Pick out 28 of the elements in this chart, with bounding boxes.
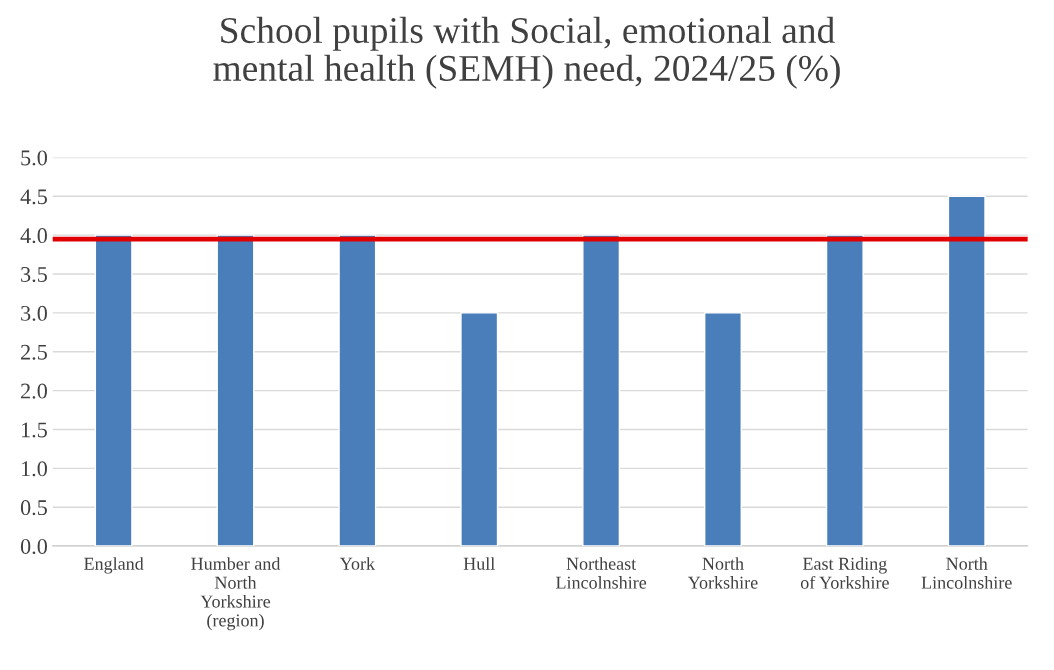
y-tick-label: 4.5 (20, 189, 47, 205)
y-tick-label: 0.5 (20, 500, 47, 516)
x-tick-label: Northeast Lincolnshire (556, 557, 647, 589)
y-tick-label: 4.0 (20, 228, 47, 244)
x-tick-label: Humber and North Yorkshire (region) (191, 557, 281, 631)
bar (704, 312, 742, 547)
x-tick-label: England (84, 557, 144, 574)
chart-title: School pupils with Social, emotional and mental health (SEMH) need, 2024/25 (%) (213, 16, 840, 89)
bar (947, 195, 986, 547)
y-tick-label: 3.0 (21, 305, 47, 321)
x-tick-label: North Yorkshire (687, 557, 758, 589)
x-tick-label: Hull (463, 557, 495, 570)
y-tick-label: 1.0 (22, 461, 47, 477)
bar (825, 234, 864, 547)
bar (94, 234, 133, 547)
y-tick-label: 0.0 (20, 538, 47, 555)
x-tick-label: East Riding of Yorkshire (800, 557, 889, 589)
y-tick-label: 2.5 (21, 344, 47, 360)
y-tick-label: 1.5 (22, 422, 47, 438)
x-tick-label: York (339, 557, 376, 570)
bar (460, 312, 499, 547)
bar (216, 234, 255, 547)
y-tick-label: 3.5 (21, 267, 47, 283)
x-tick-label: North Lincolnshire (921, 557, 1012, 589)
y-tick-label: 5.0 (21, 150, 47, 166)
y-tick-label: 2.0 (21, 383, 47, 399)
bar (338, 234, 377, 547)
bar (582, 234, 621, 547)
